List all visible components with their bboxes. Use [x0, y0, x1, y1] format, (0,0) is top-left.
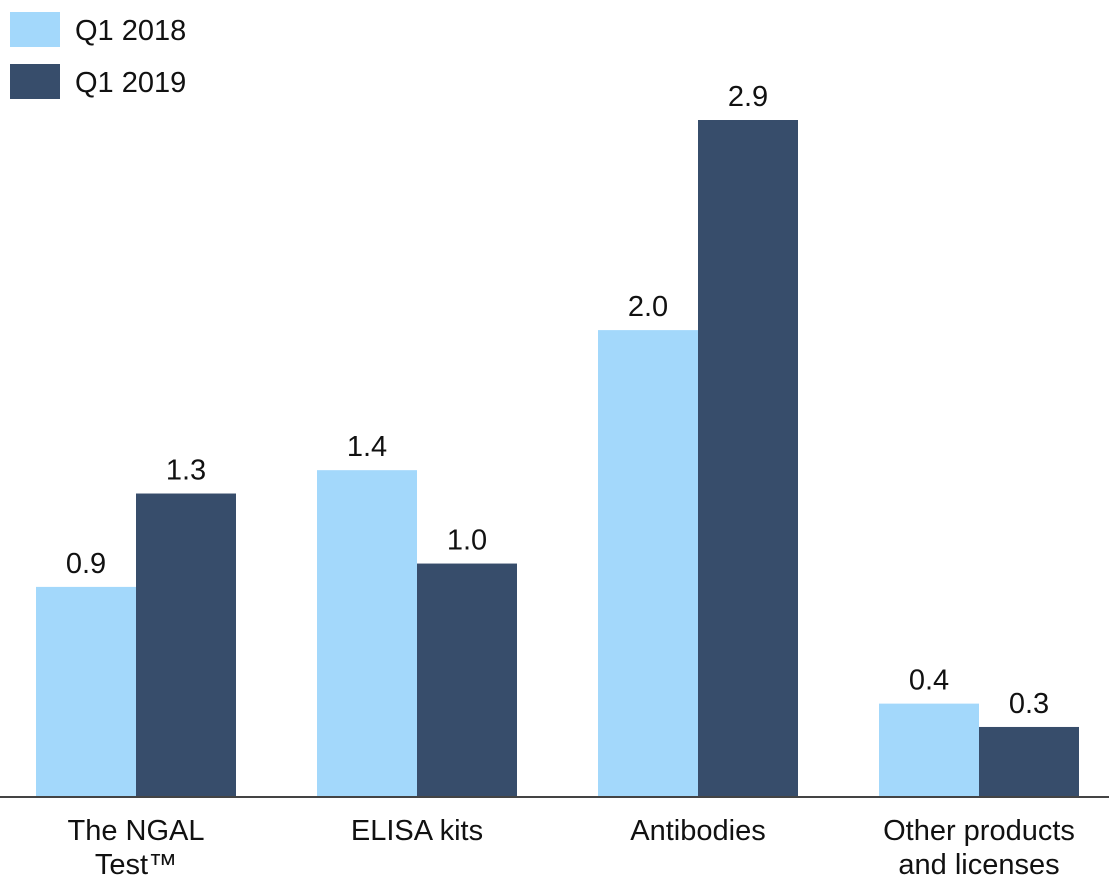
data-label: 1.4: [347, 431, 387, 463]
bar: [879, 703, 979, 797]
data-label: 1.0: [447, 525, 487, 557]
bar: [36, 586, 136, 797]
x-tick-label: Antibodies: [630, 815, 766, 847]
data-label: 2.0: [628, 291, 668, 323]
data-label: 0.4: [909, 665, 949, 697]
legend-swatch: [10, 12, 60, 47]
data-label: 0.3: [1009, 688, 1049, 720]
legend-label: Q1 2019: [75, 67, 186, 99]
x-tick-label: ELISA kits: [350, 815, 484, 847]
data-label: 0.9: [66, 548, 106, 580]
data-label: 1.3: [166, 455, 206, 487]
bar: [317, 470, 417, 797]
legend-swatch: [10, 64, 60, 99]
bar: [417, 563, 517, 797]
data-label: 2.9: [728, 81, 768, 113]
bar: [979, 726, 1079, 797]
x-tick-label: The NGAL Test™: [67, 815, 205, 881]
bar: [698, 120, 798, 797]
bar: [136, 493, 236, 797]
bar: [598, 330, 698, 797]
legend-label: Q1 2018: [75, 15, 186, 47]
x-tick-label: Other products and licenses: [883, 815, 1075, 881]
